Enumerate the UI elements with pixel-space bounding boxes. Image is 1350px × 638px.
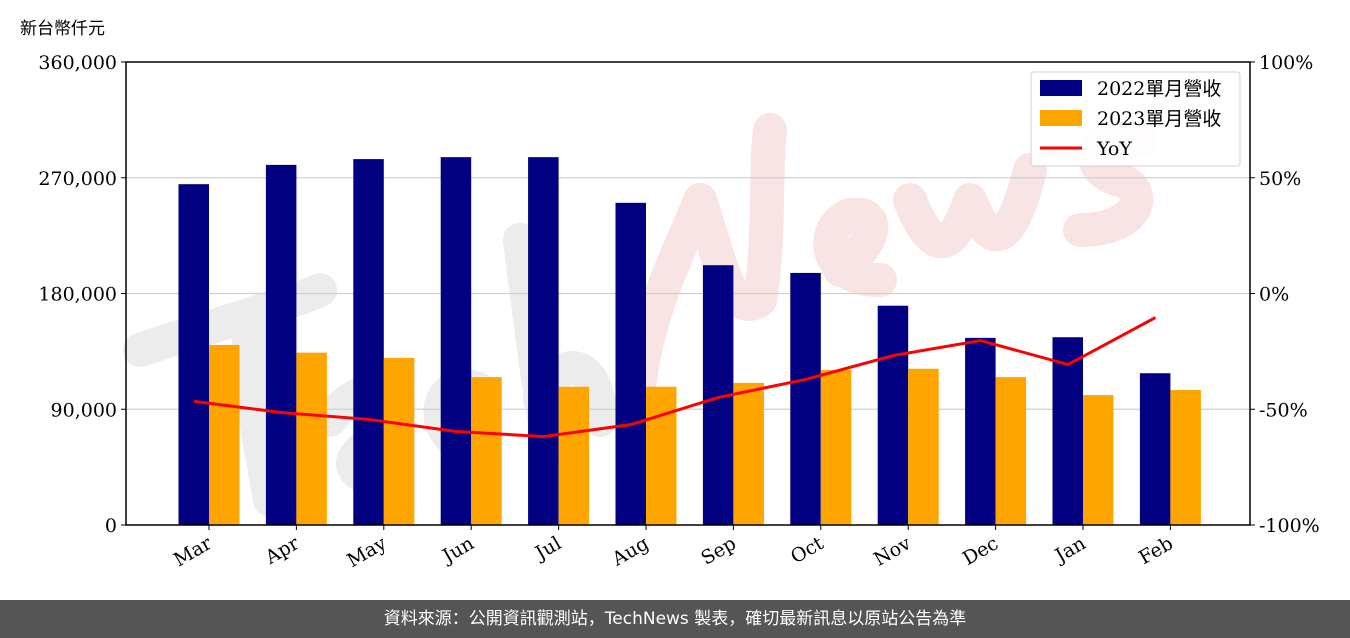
x-tick-label: Jan <box>1050 532 1090 568</box>
right-tick-label: -50% <box>1259 399 1308 421</box>
left-tick-label: 0 <box>105 515 117 537</box>
bar-2023 <box>383 357 415 525</box>
x-tick-label: Mar <box>170 532 216 571</box>
right-tick-label: -100% <box>1259 515 1320 537</box>
bar-2022 <box>528 157 559 525</box>
watermark-stroke <box>893 153 1047 259</box>
bar-2023 <box>209 344 240 525</box>
left-tick-label: 180,000 <box>38 284 117 306</box>
bar-2022 <box>790 272 821 525</box>
bar-2023 <box>1083 395 1114 525</box>
bar-2022 <box>440 157 472 525</box>
plot-frame <box>125 61 1251 526</box>
bar-2023 <box>558 386 590 525</box>
bar-2023 <box>995 377 1027 525</box>
x-tick-label: Oct <box>787 532 828 568</box>
legend-swatch <box>1040 110 1082 126</box>
right-tick-label: 0% <box>1259 284 1289 306</box>
bar-2022 <box>877 305 909 525</box>
bar-2022 <box>353 159 384 526</box>
legend-box <box>1030 71 1241 167</box>
legend-label: 2023單月營收 <box>1097 108 1221 130</box>
right-tick-label: 50% <box>1259 168 1301 190</box>
left-tick-label: 360,000 <box>38 52 117 74</box>
bar-2022 <box>265 164 297 525</box>
x-tick-label: Feb <box>1135 532 1177 569</box>
left-tick-label: 270,000 <box>38 168 117 190</box>
bar-2022 <box>178 184 209 526</box>
bar-2022 <box>965 337 996 525</box>
bar-2023 <box>908 368 939 525</box>
x-tick-label: Dec <box>959 532 1002 570</box>
legend-label: YoY <box>1096 138 1132 160</box>
x-tick-label: Nov <box>870 532 915 571</box>
x-tick-label: Jun <box>437 532 478 568</box>
bar-2023 <box>296 352 327 525</box>
legend-swatch <box>1040 80 1082 96</box>
source-footer: 資料來源：公開資訊觀測站，TechNews 製表，確切最新訊息以原站公告為準 <box>0 600 1350 638</box>
bar-2022 <box>615 202 646 525</box>
y-axis-unit-label: 新台幣仟元 <box>20 19 105 39</box>
left-tick-label: 90,000 <box>51 399 117 421</box>
watermark-stroke <box>813 197 897 297</box>
bar-2023 <box>733 382 764 525</box>
x-tick-label: Apr <box>261 532 304 569</box>
x-tick-label: Sep <box>697 532 740 569</box>
yoy-line <box>193 316 1157 439</box>
bar-2022 <box>1139 373 1171 525</box>
right-tick-label: 100% <box>1259 52 1313 74</box>
legend-label: 2022單月營收 <box>1097 78 1221 100</box>
x-tick-label: Aug <box>608 532 653 571</box>
bar-2023 <box>646 386 677 525</box>
bar-2023 <box>1170 389 1201 525</box>
x-tick-label: Jul <box>530 532 565 565</box>
bar-2023 <box>820 370 852 525</box>
bar-2022 <box>1052 337 1083 525</box>
revenue-chart: 0 90,000 180,000 270,000 360,000 -100% -50% 0% 5… <box>38 52 1320 572</box>
x-tick-label: May <box>343 532 390 572</box>
bar-2023 <box>471 377 502 525</box>
